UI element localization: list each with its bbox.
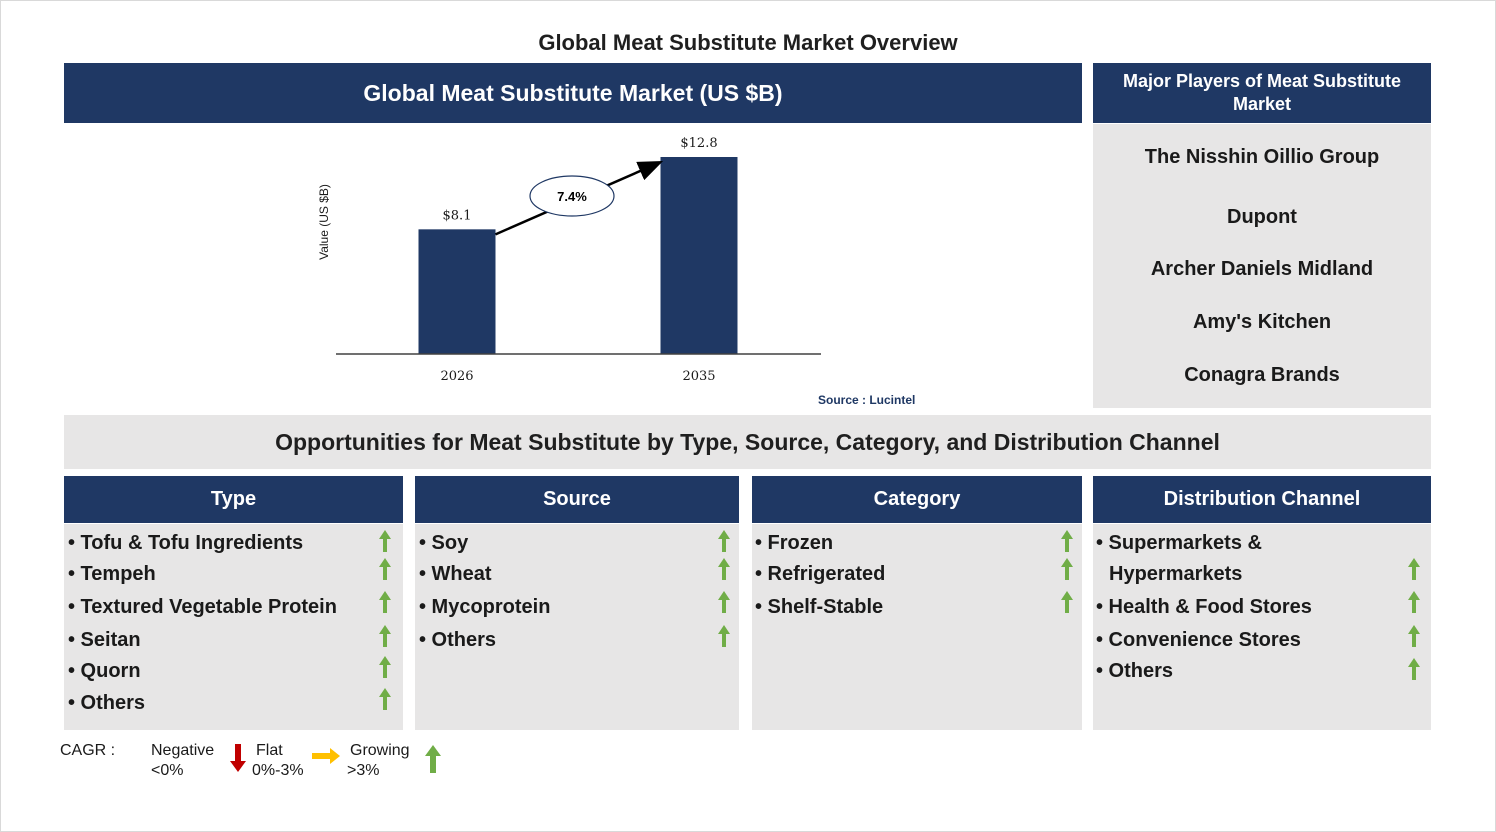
segment-header-distribution-channel: Distribution Channel <box>1093 476 1431 523</box>
segment-item: • Soy <box>419 532 469 554</box>
legend-growing-label: Growing <box>350 742 410 759</box>
x-tick-label: 2026 <box>440 369 473 384</box>
green-up-arrow-icon <box>379 656 391 678</box>
page-title: Global Meat Substitute Market Overview <box>538 30 958 55</box>
legend-flat-label: Flat <box>256 742 283 759</box>
segment-item: • Seitan <box>68 629 141 651</box>
red-down-arrow-icon <box>230 744 246 772</box>
segment-item: • Tempeh <box>68 563 156 585</box>
green-up-arrow-icon <box>718 625 730 647</box>
green-up-arrow-icon <box>718 591 730 613</box>
segment-item: • Others <box>419 629 497 651</box>
green-up-arrow-icon <box>1061 530 1073 552</box>
segment-item: • Others <box>68 692 146 714</box>
player-item: The Nisshin Oillio Group <box>1144 146 1380 168</box>
segment-body-distribution-channel: • Supermarkets & Hypermarkets • Health &… <box>1093 524 1431 730</box>
legend-growing-range: >3% <box>347 762 380 779</box>
segment-header-type: Type <box>64 476 403 523</box>
segment-item: • Supermarkets & <box>1096 532 1262 554</box>
green-up-arrow-icon <box>379 591 391 613</box>
opportunities-title: Opportunities for Meat Substitute by Typ… <box>64 415 1431 469</box>
segment-body-category: • Frozen • Refrigerated • Shelf-Stable <box>752 524 1082 730</box>
segment-item: • Textured Vegetable Protein <box>68 596 337 618</box>
green-up-arrow-icon <box>379 688 391 710</box>
data-label: $8.1 <box>443 208 472 223</box>
segment-item: • Shelf-Stable <box>755 596 884 618</box>
segment-item: • Wheat <box>419 563 492 585</box>
segment-header-category: Category <box>752 476 1082 523</box>
legend-cagr-label: CAGR : <box>60 742 116 759</box>
legend-flat-range: 0%-3% <box>252 762 304 779</box>
green-up-arrow-icon <box>718 558 730 580</box>
segment-item: • Convenience Stores <box>1096 629 1301 651</box>
green-up-arrow-icon <box>1408 658 1420 680</box>
segment-item: Hypermarkets <box>1109 563 1243 585</box>
chart-header: Global Meat Substitute Market (US $B) <box>64 63 1082 123</box>
segment-item: • Health & Food Stores <box>1096 596 1312 618</box>
green-up-arrow-icon <box>1061 591 1073 613</box>
green-up-arrow-icon <box>1408 591 1420 613</box>
bar-2026 <box>418 229 496 354</box>
player-item: Conagra Brands <box>1184 364 1340 386</box>
bar-2035 <box>660 157 738 354</box>
source-note: Source : Lucintel <box>818 393 916 407</box>
segment-item: • Frozen <box>755 532 834 554</box>
players-panel: The Nisshin Oillio Group Dupont Archer D… <box>1093 124 1431 408</box>
legend-negative-range: <0% <box>151 762 184 779</box>
green-up-arrow-icon <box>1408 558 1420 580</box>
x-tick-label: 2035 <box>682 369 715 384</box>
segment-body-type: • Tofu & Tofu Ingredients • Tempeh • Tex… <box>64 524 403 730</box>
player-item: Dupont <box>1227 206 1297 228</box>
orange-right-arrow-icon <box>312 748 340 764</box>
segment-item: • Others <box>1096 660 1174 682</box>
players-header: Major Players of Meat Substitute Market <box>1093 63 1431 123</box>
green-up-arrow-icon <box>379 530 391 552</box>
green-up-arrow-icon <box>718 530 730 552</box>
segment-item: • Quorn <box>68 660 141 682</box>
green-up-arrow-icon <box>1061 558 1073 580</box>
y-axis-label: Value (US $B) <box>317 184 331 260</box>
segment-item: • Mycoprotein <box>419 596 551 618</box>
segment-body-source: • Soy • Wheat • Mycoprotein • Others <box>415 524 739 730</box>
cagr-ellipse <box>529 175 615 217</box>
bar-chart: Value (US $B) $8.1 2026 $12.8 2035 7.4% <box>317 136 821 384</box>
green-up-arrow-icon <box>1408 625 1420 647</box>
player-item: Amy's Kitchen <box>1192 311 1332 333</box>
data-label: $12.8 <box>680 136 717 151</box>
segment-item: • Tofu & Tofu Ingredients <box>68 532 304 554</box>
green-up-arrow-icon <box>425 745 441 773</box>
legend-negative-label: Negative <box>151 742 215 759</box>
green-up-arrow-icon <box>379 558 391 580</box>
segment-header-source: Source <box>415 476 739 523</box>
cagr-label: 7.4% <box>557 189 587 204</box>
segment-item: • Refrigerated <box>755 563 886 585</box>
green-up-arrow-icon <box>379 625 391 647</box>
player-item: Archer Daniels Midland <box>1150 258 1374 280</box>
